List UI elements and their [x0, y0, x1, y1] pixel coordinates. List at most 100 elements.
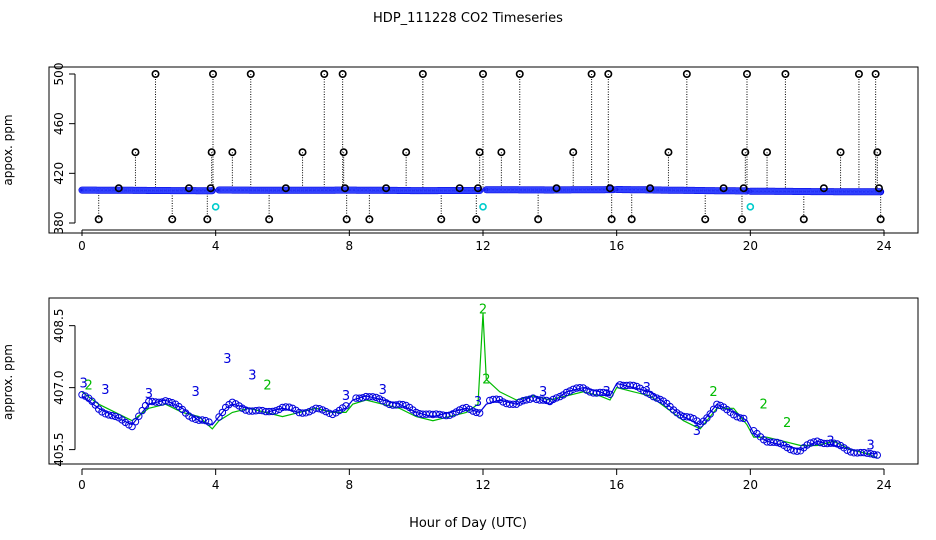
- sample-circle: [676, 411, 684, 419]
- series-3-label: 3: [191, 385, 199, 400]
- spike-marker: [534, 215, 543, 224]
- sample-circle: [539, 396, 547, 404]
- bottom-y-tick-label: 408.5: [52, 308, 66, 342]
- spike-marker: [737, 215, 746, 224]
- spike-marker: [478, 70, 487, 79]
- spike-marker: [437, 215, 446, 224]
- series-3-label: 3: [693, 424, 701, 439]
- sample-circle: [155, 398, 163, 406]
- sample-circle: [305, 408, 313, 416]
- top-y-tick-label: 420: [52, 162, 66, 185]
- top-x-tick-label: 24: [876, 239, 891, 253]
- sample-circle: [606, 390, 614, 398]
- spike-marker: [569, 148, 578, 157]
- sample-circle: [469, 407, 477, 415]
- spike-marker: [646, 184, 655, 193]
- spike-marker: [418, 70, 427, 79]
- series-2-label: 2: [709, 385, 717, 400]
- spike-marker: [781, 70, 790, 79]
- sample-circle: [499, 398, 507, 406]
- sample-circle: [713, 400, 721, 408]
- bottom-x-axis: 0 4 8 12 16 20 24: [78, 468, 892, 492]
- sample-circle: [201, 416, 210, 425]
- top-x-tick-label: 20: [743, 239, 758, 253]
- sample-circle: [562, 388, 571, 397]
- spike-marker: [873, 148, 882, 157]
- spike-marker: [819, 184, 828, 193]
- bottom-x-tick-label: 12: [475, 478, 490, 492]
- spike-marker: [799, 215, 808, 224]
- spike-marker: [320, 70, 329, 79]
- sample-circle: [866, 450, 875, 458]
- bottom-y-axis-label: approx. ppm: [1, 344, 15, 420]
- top-x-axis: 0 4 8 12 16 20 24: [78, 229, 892, 253]
- sample-circle: [709, 405, 718, 413]
- sample-circle: [629, 381, 638, 390]
- sample-circle: [549, 395, 557, 404]
- series-3-label: 3: [80, 377, 88, 392]
- series-3-label: 3: [866, 439, 874, 454]
- spike-marker: [871, 70, 880, 79]
- bottom-plot-frame: [48, 297, 919, 465]
- figure-title: HDP_111228 CO2 Timeseries: [373, 11, 563, 26]
- sample-circle: [516, 398, 524, 406]
- sample-circle: [793, 447, 801, 455]
- sample-circle: [105, 411, 113, 419]
- series-3-label: 3: [474, 395, 482, 410]
- spike-marker: [365, 215, 374, 224]
- spike-marker: [701, 215, 710, 224]
- sample-circle: [399, 400, 407, 409]
- x-axis-label: Hour of Day (UTC): [409, 516, 527, 531]
- sample-circle: [686, 413, 694, 421]
- sample-circle: [833, 440, 841, 448]
- spike-marker: [114, 184, 123, 193]
- spike-marker: [184, 184, 193, 193]
- sample-circle: [218, 408, 227, 417]
- bottom-x-tick-label: 24: [876, 478, 891, 492]
- bottom-x-tick-label: 20: [743, 478, 758, 492]
- spike-marker: [402, 148, 411, 157]
- spike-marker: [742, 70, 751, 79]
- spike-marker: [339, 148, 348, 157]
- sample-circle: [552, 394, 561, 402]
- sample-circle: [863, 449, 871, 457]
- spike-marker: [338, 70, 347, 79]
- series-3-label: 3: [248, 368, 256, 383]
- sample-circle: [740, 414, 748, 423]
- bottom-y-tick-label: 405.5: [52, 432, 66, 466]
- sample-circle: [472, 408, 480, 417]
- sample-circle: [188, 414, 197, 422]
- series-2-line: [81, 313, 878, 459]
- sample-circle: [315, 405, 323, 413]
- spike-marker: [208, 70, 217, 79]
- bottom-x-tick-label: 8: [346, 478, 354, 492]
- sample-circle: [509, 400, 517, 408]
- series-3-label: 3: [643, 381, 651, 396]
- spike-marker: [741, 148, 750, 157]
- top-y-axis-label: appox. ppm: [1, 114, 15, 185]
- spike-marker: [94, 215, 103, 224]
- sample-circle: [519, 397, 527, 405]
- sample-circle: [813, 437, 821, 445]
- sample-circle: [161, 397, 170, 405]
- sample-circle: [312, 404, 320, 412]
- sample-circle: [342, 402, 350, 410]
- spike-marker: [168, 215, 177, 224]
- spike-marker: [298, 148, 307, 157]
- spike-marker: [246, 70, 255, 79]
- cyan-point: [479, 203, 487, 211]
- sample-circle: [91, 401, 100, 409]
- sample-circle: [322, 407, 330, 416]
- spike-marker: [455, 184, 464, 193]
- sample-circle: [131, 418, 140, 426]
- spike-marker: [340, 184, 349, 193]
- sample-circle: [412, 408, 420, 417]
- top-y-tick-label: 460: [52, 112, 66, 135]
- sample-circle: [830, 439, 838, 447]
- sample-circle: [298, 409, 307, 417]
- top-y-axis: 380 420 460 500: [52, 63, 76, 234]
- sample-circle: [328, 410, 337, 419]
- series-2-label: 2: [783, 416, 791, 431]
- sample-circle: [442, 411, 450, 420]
